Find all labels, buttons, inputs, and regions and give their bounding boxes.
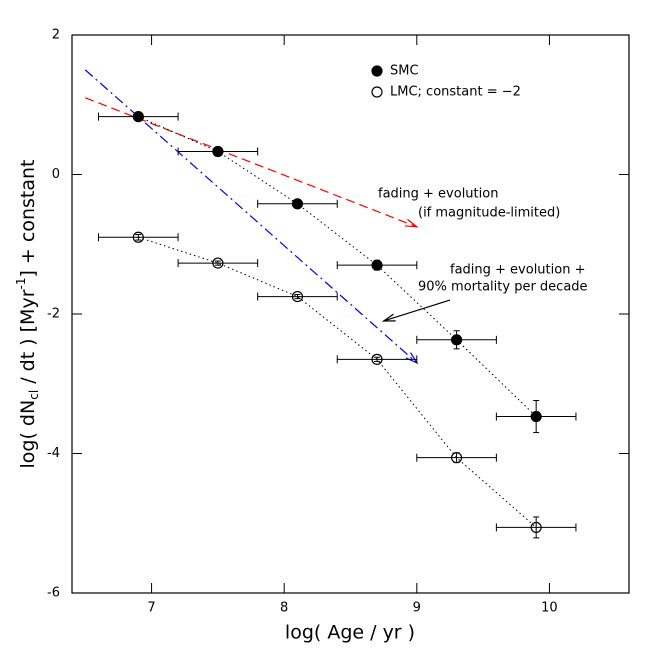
x-tick-label: 7 <box>147 601 155 616</box>
legend-marker <box>371 65 383 77</box>
annotation: fading + evolution + <box>450 263 585 278</box>
y-tick-label: -6 <box>47 586 60 601</box>
data-point <box>450 452 463 464</box>
annotation: fading + evolution <box>378 187 498 202</box>
x-tick-label: 9 <box>413 601 421 616</box>
data-point <box>530 410 542 423</box>
y-label-part: / dt ) [Myr <box>17 289 39 390</box>
y-label-part: log( dN <box>17 400 39 469</box>
y-label-sub: cl <box>27 390 41 400</box>
legend-marker <box>371 86 383 98</box>
data-point <box>212 257 224 269</box>
y-tick-label: 0 <box>52 167 60 182</box>
y-tick-label: -4 <box>47 446 60 461</box>
annotation: (if magnitude-limited) <box>418 206 560 221</box>
data-point <box>530 521 542 534</box>
arrow-head <box>381 313 396 322</box>
data-point <box>132 231 144 243</box>
plot-frame <box>71 34 630 594</box>
data-point <box>371 259 383 271</box>
x-tick-label: 10 <box>541 601 558 616</box>
x-tick-label: 8 <box>280 601 288 616</box>
y-tick-label: -2 <box>47 307 60 322</box>
y-axis-label: log( dNcl / dt ) [Myr-1] + constant <box>14 160 41 469</box>
data-point <box>450 334 463 346</box>
x-axis-label: log( Age / yr ) <box>285 622 415 644</box>
model-curve <box>138 116 537 417</box>
data-point <box>371 353 383 365</box>
y-label-sup: -1 <box>14 278 28 290</box>
y-tick-label: 2 <box>52 28 60 43</box>
data-point <box>291 290 304 303</box>
arrow-head <box>404 218 419 228</box>
guide-line <box>84 69 418 364</box>
annotation: 90% mortality per decade <box>418 280 588 295</box>
guide-line <box>383 299 451 322</box>
data-point <box>212 145 224 158</box>
model-curve <box>138 236 537 528</box>
data-point <box>291 198 304 210</box>
y-label-part: ] + constant <box>17 160 39 278</box>
data-point <box>132 111 144 123</box>
legend-label: LMC; constant = −2 <box>390 85 521 100</box>
legend-label: SMC <box>390 64 419 79</box>
